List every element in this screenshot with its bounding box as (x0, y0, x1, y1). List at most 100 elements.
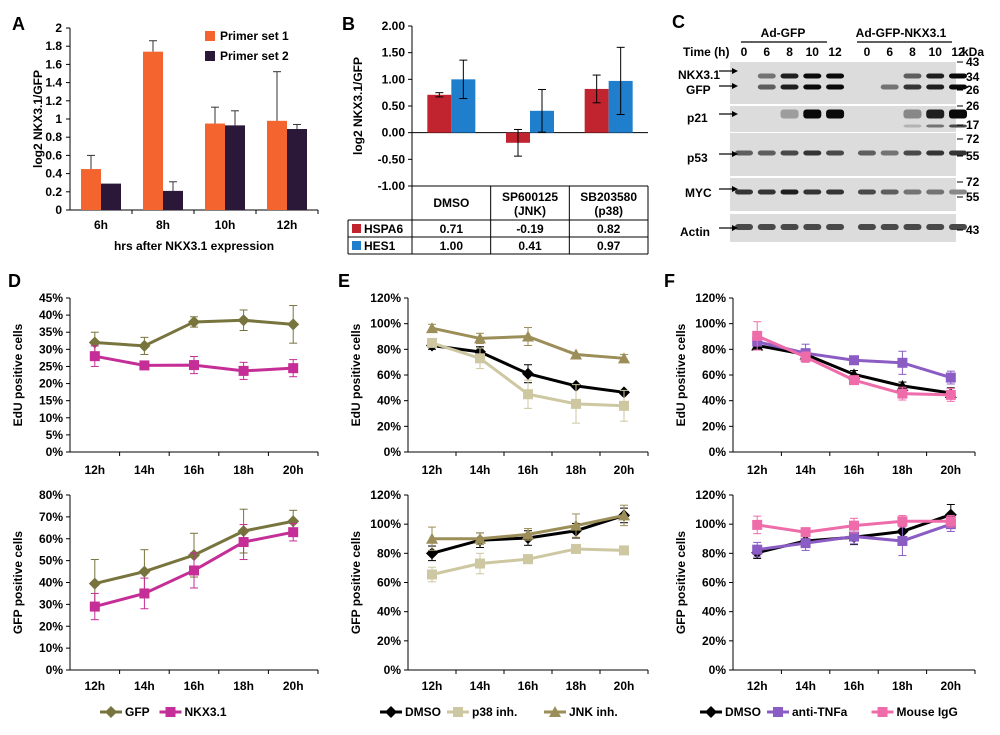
x-tick-label: 14h (470, 679, 491, 693)
data-point (945, 516, 956, 527)
panel-label-e: E (338, 271, 350, 291)
blot-time-tick: 12 (951, 45, 965, 59)
panel-f-bottom-chart: 0% 20% 40% 60% 80% 100% 120% 12h 14h 16h 18h 20h GFP… (674, 488, 976, 719)
legend-swatch (352, 224, 361, 233)
y-tick-label: 5% (46, 428, 64, 442)
blot-band (926, 109, 945, 119)
legend-label: DMSO (405, 705, 441, 719)
blot-band (780, 84, 799, 90)
blot-band (780, 109, 799, 119)
blot-band (780, 189, 799, 195)
x-tick-label: 18h (566, 679, 587, 693)
blot-band (757, 84, 776, 90)
data-point (570, 348, 582, 360)
blot-band (949, 150, 967, 156)
blot-row-label-myc: MYC (685, 186, 712, 200)
blot-band (903, 189, 922, 195)
blot-band (926, 73, 945, 79)
panel-b-chart: -1.00 -0.50 0.00 0.50 1.00 1.50 2.00 log2 NKX3.… (347, 19, 649, 255)
table-value-cell: 0.82 (597, 222, 621, 236)
data-point (896, 379, 909, 391)
y-tick-label: 60% (702, 368, 726, 382)
blot-kda-label: kDa (962, 45, 984, 59)
y-tick-label: 20% (702, 419, 726, 433)
blot-band (735, 224, 753, 230)
blot-band (903, 224, 922, 230)
x-tick-label: 14h (470, 463, 491, 477)
panel-label-a: A (12, 14, 25, 34)
legend-label: p38 inh. (472, 705, 517, 719)
x-tick-label: 6h (94, 218, 108, 232)
blot-band (880, 189, 899, 195)
x-tick-label: 18h (892, 463, 913, 477)
data-point (897, 357, 908, 368)
blot-header-ad-gfp: Ad-GFP (761, 26, 806, 40)
blot-membrane (730, 106, 956, 132)
y-tick-label: 20% (377, 419, 401, 433)
y-axis-label: log2 NKX3.1/GFP (351, 57, 365, 155)
blot-band (826, 150, 845, 156)
x-tick-label: 14h (134, 463, 155, 477)
data-point (571, 398, 581, 409)
blot-band (903, 109, 922, 119)
panel-label-d: D (8, 271, 21, 291)
data-point (752, 544, 763, 555)
y-axis-label: log2 NKX3.1/GFP (31, 70, 45, 168)
x-tick-label: 16h (518, 679, 539, 693)
data-point (139, 360, 150, 371)
blot-row-label-p21: p21 (687, 111, 708, 125)
bar (287, 129, 307, 210)
y-tick-label: 40% (377, 605, 401, 619)
y-axis-label: EdU positive cells (11, 323, 25, 426)
blot-arrow-head (732, 111, 738, 117)
x-tick-label: 12h (277, 218, 298, 232)
blot-row-label-p53: p53 (687, 151, 708, 165)
x-tick-label: 16h (518, 463, 539, 477)
legend-label: HSPA6 (364, 222, 403, 236)
y-tick-label: 10% (39, 641, 63, 655)
blot-band (949, 109, 967, 119)
y-tick-label: 0 (55, 203, 62, 217)
data-point (897, 535, 908, 546)
y-tick-label: 0.4 (45, 167, 62, 181)
data-point (945, 372, 956, 383)
y-tick-label: 80% (702, 342, 726, 356)
x-tick-label: 12h (422, 679, 443, 693)
blot-band (757, 189, 776, 195)
data-point (945, 389, 956, 400)
blot-band (757, 150, 776, 156)
x-tick-label: 20h (940, 463, 961, 477)
y-tick-label: 80% (377, 546, 401, 560)
blot-row-label-gfp: GFP (686, 83, 711, 97)
y-tick-label: 60% (377, 576, 401, 590)
legend-marker (549, 706, 561, 717)
panel-label-c: C (672, 12, 685, 32)
x-tick-label: 20h (283, 463, 304, 477)
bar (427, 94, 452, 133)
blot-arrow-head (732, 68, 738, 74)
x-tick-label: 16h (184, 463, 205, 477)
y-tick-label: 30% (39, 342, 63, 356)
blot-band (903, 73, 922, 79)
legend-label: JNK inh. (569, 705, 618, 719)
blot-band (880, 84, 899, 90)
data-point (849, 520, 859, 531)
y-tick-label: 120% (695, 291, 726, 305)
blot-band (826, 189, 845, 195)
legend-label: GFP (125, 705, 150, 719)
blot-band (803, 150, 822, 156)
series-line (756, 334, 951, 397)
blot-band (926, 124, 945, 128)
data-point (287, 515, 300, 528)
data-point (618, 509, 630, 521)
blot-band (926, 84, 945, 90)
y-tick-label: 100% (370, 317, 401, 331)
blot-band (803, 73, 822, 79)
legend-label: Primer set 2 (220, 49, 289, 63)
legend-label: anti-TNFa (792, 705, 848, 719)
y-tick-label: 0.50 (382, 99, 406, 113)
blot-time-tick: 8 (909, 45, 916, 59)
y-tick-label: 80% (702, 546, 726, 560)
x-tick-label: 14h (134, 679, 155, 693)
